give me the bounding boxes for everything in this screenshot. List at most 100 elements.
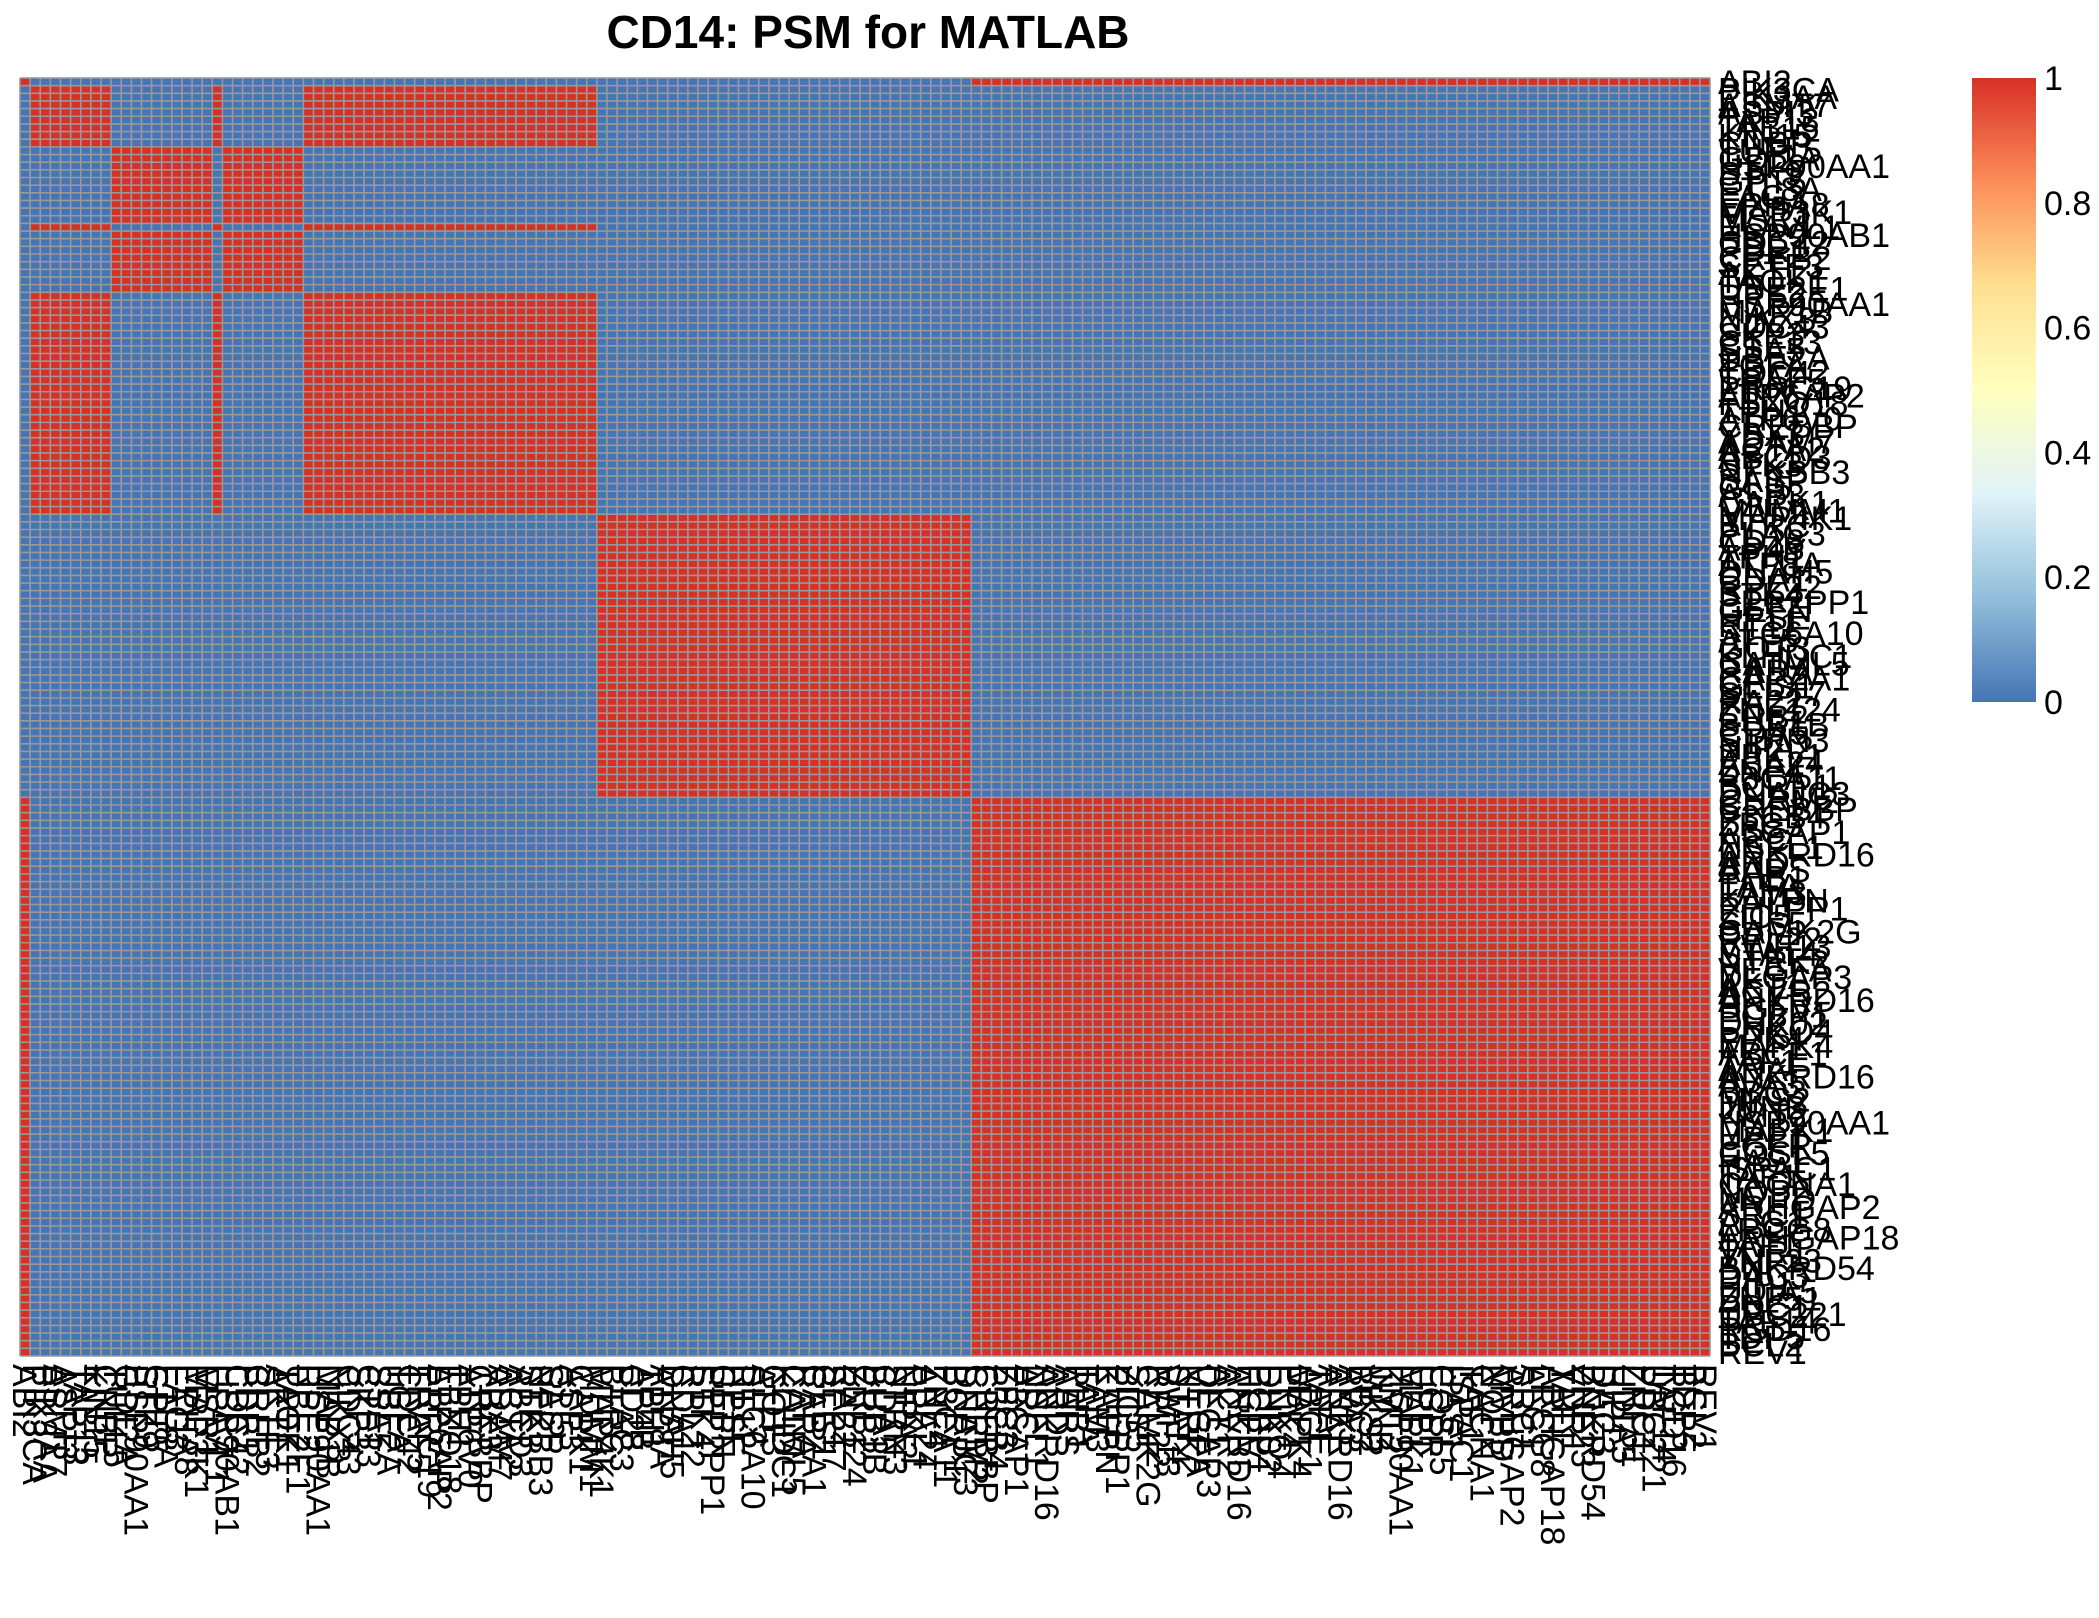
row-label: KATPN bbox=[1718, 883, 1829, 921]
row-label: RPL22 bbox=[1718, 569, 1822, 607]
row-label: ANKRD16 bbox=[1718, 837, 1875, 875]
column-label: ADAM7 bbox=[481, 1364, 519, 1481]
column-label: TAOK1 bbox=[268, 1364, 306, 1473]
column-label: BCRP1 bbox=[936, 1364, 974, 1477]
row-label: SRC1 bbox=[1718, 1196, 1809, 1234]
row-label: PCBP1 bbox=[1718, 997, 1830, 1035]
column-label: TAF14 bbox=[1644, 1364, 1682, 1464]
row-label: TPH1 bbox=[1718, 393, 1805, 431]
column-label: GPT5 bbox=[137, 1364, 175, 1453]
row-label: KLHDC1 bbox=[1718, 638, 1852, 676]
row-label: HSP90AA1 bbox=[1718, 1105, 1890, 1143]
row-label: PDR1 bbox=[1718, 232, 1809, 270]
row-label: BCRP1 bbox=[1718, 768, 1831, 806]
column-label: CAPK1 bbox=[562, 1364, 600, 1476]
column-label: DLGAP3 bbox=[1189, 1364, 1227, 1498]
row-label: DLGAP3 bbox=[1718, 959, 1852, 997]
row-label: RPE2 bbox=[1718, 278, 1807, 316]
column-label: NFKBB3 bbox=[521, 1364, 559, 1496]
column-label: HPSE bbox=[713, 1364, 751, 1457]
column-label: RPL22 bbox=[673, 1364, 711, 1468]
column-label: CAMK2G bbox=[1128, 1364, 1166, 1508]
column-label: ELAVL1 bbox=[197, 1364, 235, 1486]
row-label: MKS2 bbox=[1718, 1082, 1811, 1120]
column-label: JUNB bbox=[1361, 1364, 1399, 1453]
row-label: CNBP bbox=[1718, 125, 1812, 163]
column-label: BUB1B bbox=[855, 1364, 893, 1476]
heatmap-cell-block bbox=[212, 223, 223, 232]
column-label: CD28 bbox=[612, 1364, 650, 1451]
column-label: CDC42 bbox=[390, 1364, 428, 1475]
column-label: HSP90AA1 bbox=[299, 1364, 337, 1536]
column-label: ISPAC1 bbox=[1442, 1364, 1480, 1482]
heatmap-cell-block bbox=[212, 292, 223, 515]
row-label: PLAC3 bbox=[1718, 515, 1826, 553]
row-label: GOT3 bbox=[1718, 630, 1811, 668]
column-label: ZNF124 bbox=[835, 1364, 873, 1487]
row-label: GDI2A bbox=[1718, 140, 1820, 178]
row-label: ZNF4 bbox=[1718, 753, 1803, 791]
heatmap-cell-block bbox=[20, 78, 31, 86]
row-label: PIK3CA bbox=[1718, 71, 1839, 109]
row-label: TAF1 bbox=[1718, 1158, 1799, 1196]
row-label: SKP3 bbox=[1718, 316, 1805, 354]
row-label: STK4 bbox=[1718, 577, 1803, 615]
row-label: ARC bbox=[1718, 821, 1790, 859]
column-label: BBC3 bbox=[1341, 1364, 1379, 1453]
column-label: CTF13 bbox=[349, 1364, 387, 1468]
column-label: PPK4 bbox=[1270, 1364, 1308, 1451]
row-label: DNAH5 bbox=[1718, 554, 1833, 592]
column-label: UBE2A bbox=[369, 1364, 407, 1476]
row-label: BNKRD54 bbox=[1718, 1250, 1875, 1288]
column-label: RA22 bbox=[825, 1364, 863, 1449]
column-label: LRCG8 bbox=[1523, 1364, 1561, 1477]
row-label: TAFA bbox=[1718, 867, 1801, 905]
row-label: TAP13 bbox=[1718, 102, 1819, 140]
row-label: ADAM7 bbox=[1718, 424, 1835, 462]
row-label: PIK3AA bbox=[1718, 79, 1837, 117]
column-label: TPH1 bbox=[440, 1364, 478, 1451]
column-label: RARA bbox=[784, 1364, 822, 1459]
column-label: SRC1 bbox=[1503, 1364, 1541, 1455]
column-label: PDR1 bbox=[228, 1364, 266, 1455]
column-label: TGFA bbox=[379, 1364, 417, 1453]
row-label: ALG1 bbox=[1718, 1204, 1805, 1242]
row-label: TUFL5 bbox=[1718, 133, 1822, 171]
row-label: ACTA2 bbox=[1718, 431, 1825, 469]
heatmap-cell-block bbox=[596, 514, 972, 798]
chart-title: CD14: PSM for MATLAB bbox=[606, 6, 1129, 58]
column-label: UDIA5 bbox=[1604, 1364, 1642, 1464]
column-label: NTRK2 bbox=[1169, 1364, 1207, 1475]
column-label: KATPN bbox=[1088, 1364, 1126, 1475]
row-label: HSP90AB1 bbox=[1718, 217, 1890, 255]
row-label: CRB2 bbox=[1718, 699, 1809, 737]
row-label: CDC43 bbox=[1718, 309, 1829, 347]
column-label: ANKRD16 bbox=[1321, 1364, 1359, 1521]
column-label: RPL22 bbox=[1138, 1364, 1176, 1468]
heatmap-cell-block bbox=[971, 797, 1710, 1356]
column-label: ARC bbox=[1007, 1364, 1045, 1436]
column-label: PPKL1 bbox=[896, 1364, 934, 1470]
row-label: CACNA1 bbox=[1718, 1166, 1856, 1204]
row-label: VEGFA bbox=[1718, 952, 1832, 990]
row-label: ZNF124 bbox=[1718, 691, 1841, 729]
column-label: KIN15 bbox=[76, 1364, 114, 1459]
column-label: VEGFA bbox=[1179, 1364, 1217, 1478]
row-label: TRAF5 bbox=[1718, 362, 1826, 400]
color-legend-tick-label: 0.4 bbox=[2044, 434, 2091, 472]
row-label: UPP1 bbox=[1718, 1120, 1807, 1158]
column-label: STK4 bbox=[683, 1364, 721, 1449]
row-label: PPKL1 bbox=[1718, 737, 1824, 775]
row-label: ZNF23 bbox=[1718, 1242, 1822, 1280]
row-label: SLC6A10 bbox=[1718, 615, 1864, 653]
row-label: ABA24 bbox=[1718, 745, 1824, 783]
row-label: PDC1 bbox=[1718, 1288, 1809, 1326]
row-label: DAC3 bbox=[1718, 1258, 1809, 1296]
row-label: GPT5 bbox=[1718, 163, 1807, 201]
column-label: SEPT7 bbox=[815, 1364, 853, 1472]
column-label: MUMM1 bbox=[572, 1364, 610, 1492]
row-label: HSP90AA1 bbox=[1718, 286, 1890, 324]
column-label: DHK02 bbox=[1250, 1364, 1288, 1474]
column-label: ZNF23 bbox=[1564, 1364, 1602, 1468]
column-label: EGFR bbox=[1412, 1364, 1450, 1458]
